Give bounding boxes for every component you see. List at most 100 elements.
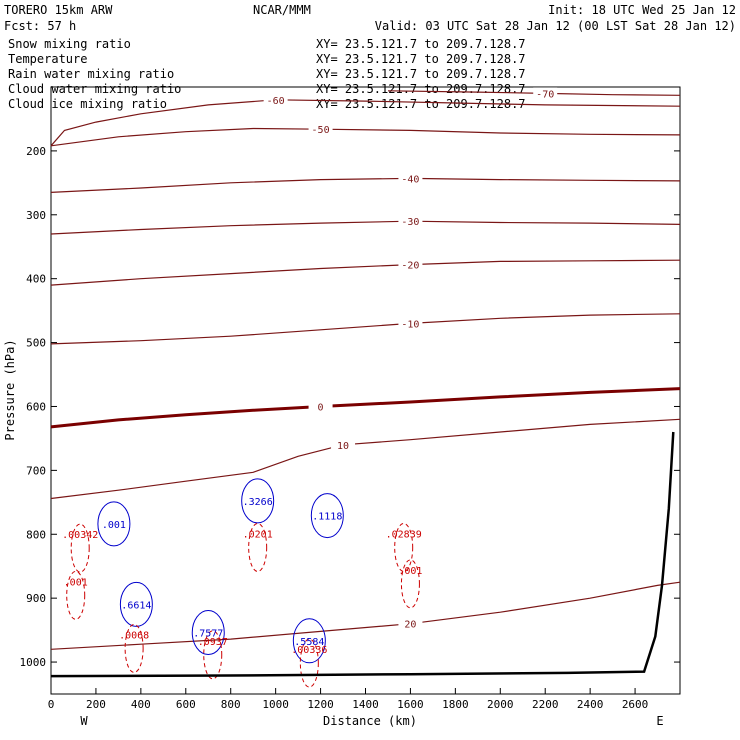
legend-xy-cloud-ice: XY= 23.5.121.7 to 209.7.128.7: [316, 97, 526, 111]
isotherm-label: 0: [318, 402, 324, 413]
rain-max-label: .0201: [243, 529, 273, 540]
isotherm--40: [50, 177, 681, 193]
isotherm-label-bg: [308, 400, 333, 412]
isotherm-label: -70: [536, 89, 554, 100]
y-tick-label: 400: [26, 273, 46, 286]
isotherm-label-bg: [398, 258, 423, 270]
terrain-line: [50, 431, 675, 678]
rain-max-label: .02839: [386, 529, 422, 540]
cloud-max-label: .3266: [243, 497, 273, 508]
cloud-max-label: .001: [102, 520, 126, 531]
x-tick-label: 0: [48, 698, 55, 711]
x-tick-label: 400: [131, 698, 151, 711]
model-title: TORERO 15km ARW: [4, 3, 113, 17]
isotherm-0: [50, 387, 681, 429]
cloud-contour: [191, 609, 225, 655]
x-tick-label: 2000: [487, 698, 514, 711]
y-tick-label: 200: [26, 145, 46, 158]
isotherm-label-bg: [308, 123, 333, 135]
isotherm-label: -10: [401, 319, 419, 330]
rain-contour: [203, 630, 223, 680]
y-tick-label: 700: [26, 464, 46, 477]
temperature-contours: -70 -60 -50 -40 -30 -20 -10 0 10 20: [50, 87, 681, 650]
y-tick-label: 600: [26, 400, 46, 413]
axes: 0 200 400 600 800 1000 1200 1400 1600 1800 2000 220…: [20, 145, 680, 711]
rain-max-label: .00342: [62, 530, 98, 541]
isotherm-label: 10: [337, 441, 349, 452]
microphysics-contours: [66, 478, 420, 688]
x-tick-label: 1400: [352, 698, 379, 711]
x-tick-label: 1000: [262, 698, 289, 711]
isotherm-10: [50, 418, 681, 500]
forecast-hour: Fcst: 57 h: [4, 19, 76, 33]
terrain: [50, 431, 675, 678]
x-tick-label: 600: [176, 698, 196, 711]
isotherm-label-bg: [398, 317, 423, 329]
rain-contour: [248, 522, 268, 572]
rain-contour: [400, 559, 420, 609]
rain-max-label: .00336: [291, 645, 327, 656]
isotherm--20: [50, 259, 681, 286]
west-endpoint-label: W: [80, 714, 88, 728]
cloud-max-label: .6614: [121, 600, 151, 611]
isotherm-label-bg: [398, 215, 423, 227]
cloud-max-label: .7577: [193, 628, 223, 639]
legend-label-cloud-ice: Cloud ice mixing ratio: [8, 97, 167, 111]
y-tick-label: 800: [26, 528, 46, 541]
rain-max-label: .0937: [198, 637, 228, 648]
rain-contour: [394, 522, 414, 572]
cloud-contour: [241, 478, 275, 524]
cloud-contour: [292, 618, 326, 664]
cloud-contour: [310, 493, 344, 539]
y-axis-title: Pressure (hPa): [3, 339, 17, 440]
isotherm-label-bg: [263, 93, 288, 105]
rain-contour: [124, 623, 144, 673]
isotherm-label-bg: [533, 87, 558, 99]
cloud-max-label: .1118: [312, 512, 342, 523]
y-tick-label: 900: [26, 592, 46, 605]
legend-label-snow: Snow mixing ratio: [8, 37, 131, 51]
legend-label-cloud-water: Cloud water mixing ratio: [8, 82, 181, 96]
isotherm-label: -30: [401, 217, 419, 228]
x-tick-label: 2400: [577, 698, 604, 711]
isotherm--30: [50, 220, 681, 235]
x-tick-label: 1600: [397, 698, 424, 711]
cloud-max-label: .5584: [294, 637, 324, 648]
isotherm-label: 20: [404, 620, 416, 631]
x-axis-title: Distance (km): [323, 714, 417, 728]
isotherm-label: -50: [312, 125, 330, 136]
x-tick-label: 800: [221, 698, 241, 711]
x-tick-label: 2600: [622, 698, 649, 711]
legend-xy-temperature: XY= 23.5.121.7 to 209.7.128.7: [316, 52, 526, 66]
x-tick-label: 1800: [442, 698, 469, 711]
isotherm-label-bg: [398, 172, 423, 184]
rain-contour: [66, 570, 86, 620]
y-tick-label: 1000: [20, 656, 47, 669]
isotherm--10: [50, 313, 681, 345]
east-endpoint-label: E: [656, 714, 663, 728]
cloud-contour: [97, 501, 131, 547]
cloud-contour: [119, 581, 153, 627]
rain-contour: [70, 523, 90, 573]
legend-xy-rain: XY= 23.5.121.7 to 209.7.128.7: [316, 67, 526, 81]
isotherm--50: [50, 127, 681, 147]
maxima-labels: .00342 .001 .001 .3266 .0201 .1118 .02839 .001.…: [62, 497, 422, 656]
x-tick-label: 200: [86, 698, 106, 711]
rain-max-label: .0068: [119, 630, 149, 641]
legend-label-rain: Rain water mixing ratio: [8, 67, 174, 81]
y-tick-label: 500: [26, 337, 46, 350]
rain-contour: [299, 638, 319, 688]
isotherm-label-bg: [398, 617, 423, 629]
isotherm-label-bg: [331, 438, 356, 450]
isotherm-label: -20: [401, 261, 419, 272]
legend-label-temperature: Temperature: [8, 52, 87, 66]
isotherm--60: [50, 99, 681, 147]
rain-max-label: .001: [64, 577, 88, 588]
org-label: NCAR/MMM: [253, 3, 311, 17]
valid-time: Valid: 03 UTC Sat 28 Jan 12 (00 LST Sat …: [375, 19, 736, 33]
isotherm-label: -60: [267, 96, 285, 107]
isotherm-label: -40: [401, 174, 419, 185]
legend-xy-cloud-water: XY= 23.5.121.7 to 209.7.128.7: [316, 82, 526, 96]
x-tick-label: 2200: [532, 698, 559, 711]
